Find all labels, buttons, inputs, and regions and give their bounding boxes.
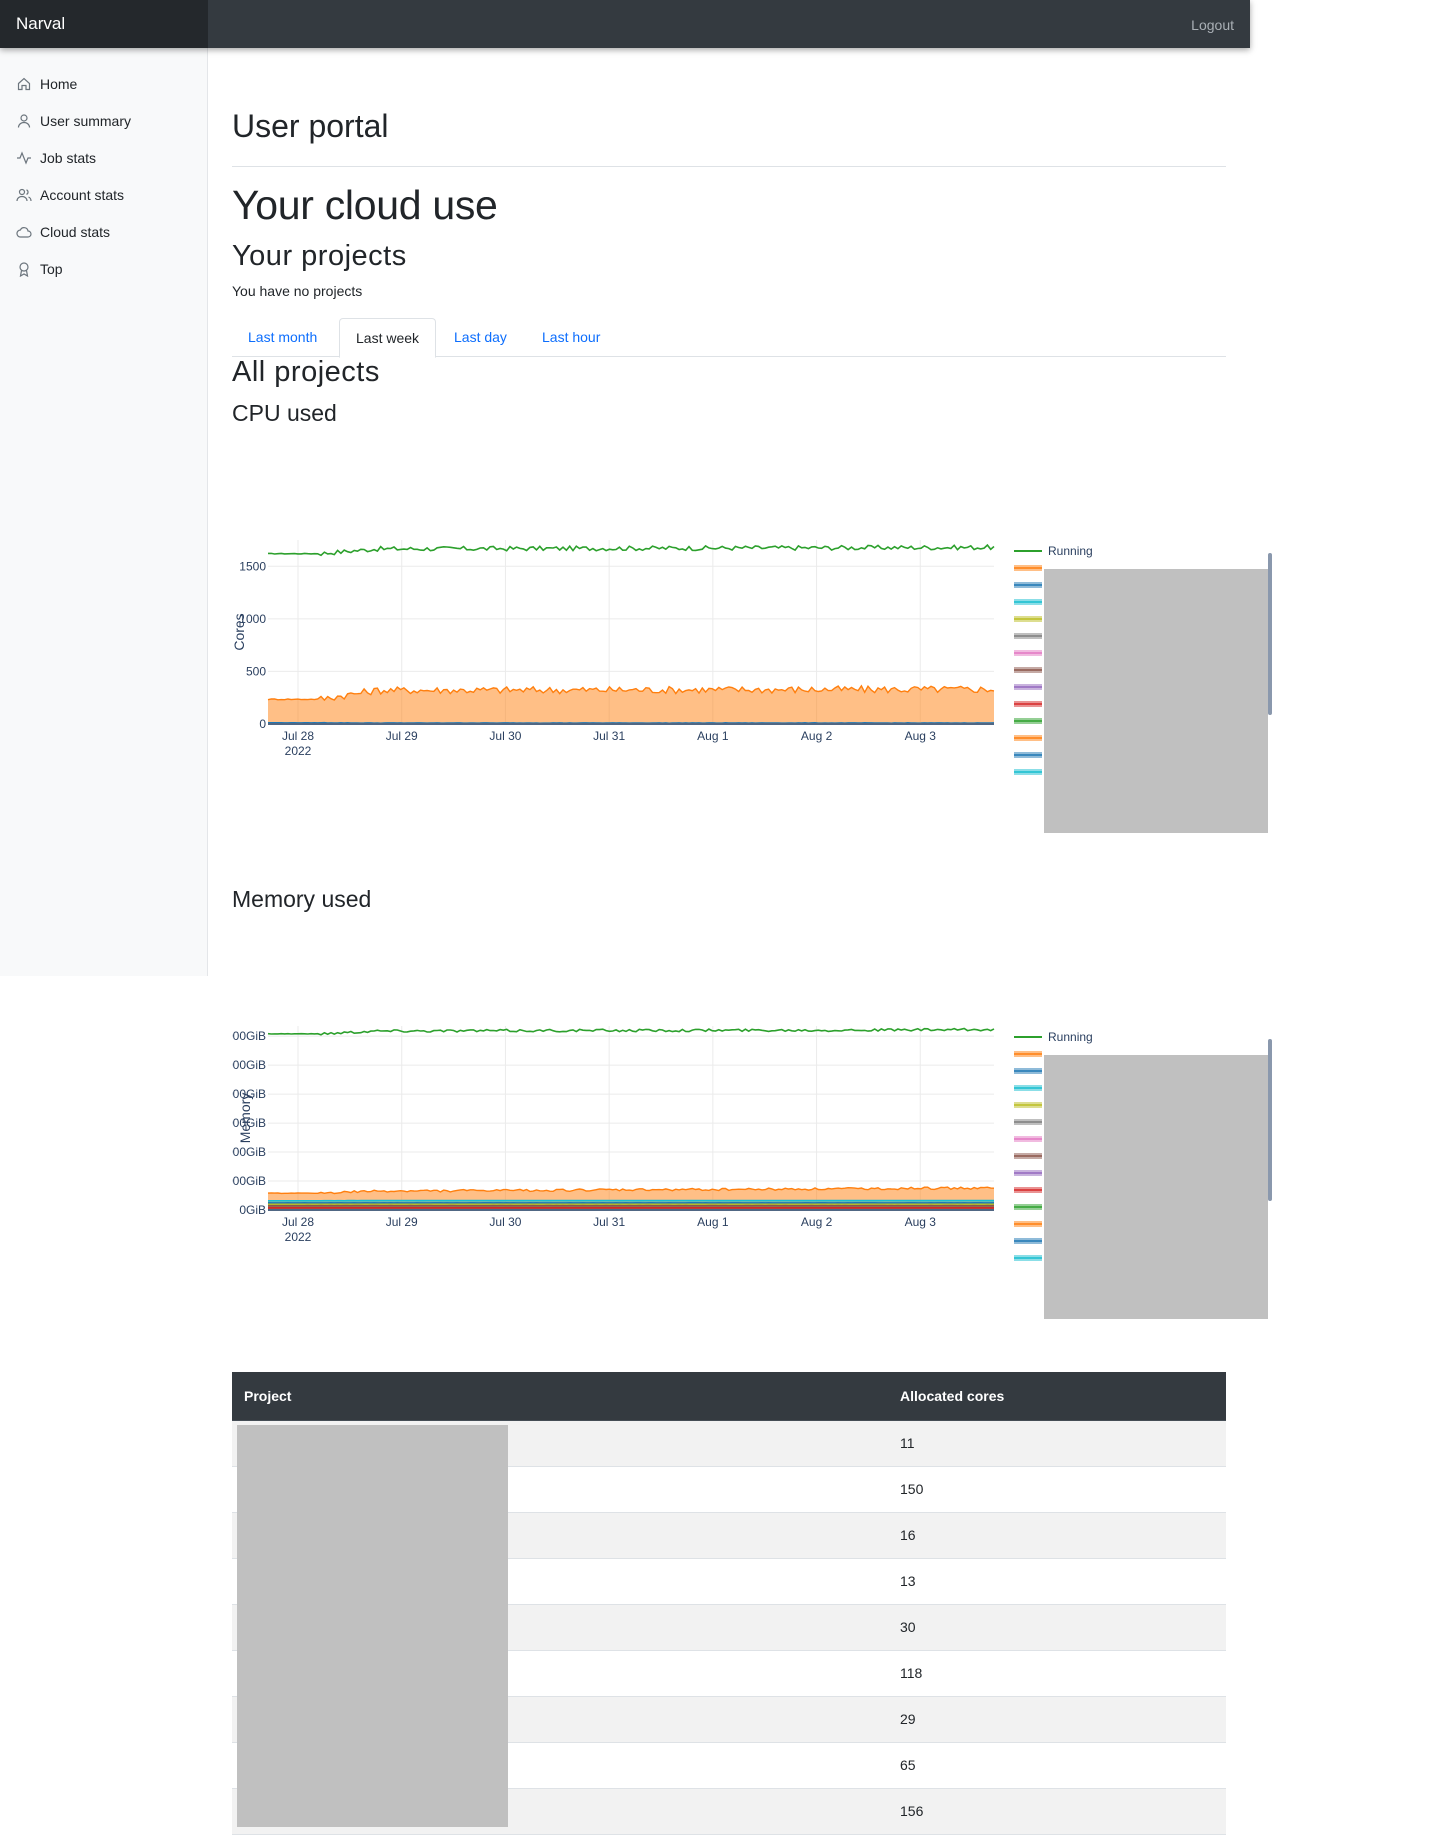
- y-tick-label: 1500: [239, 559, 266, 573]
- time-range-tabs: Last month Last week Last day Last hour: [232, 318, 1226, 357]
- redacted-legend: [1044, 569, 1268, 833]
- sidebar-item-account-stats[interactable]: Account stats: [0, 176, 207, 213]
- memory-chart: 0GiB1000GiB2000GiB3000GiB4000GiB5000GiB6…: [232, 1006, 1444, 1326]
- cloud-icon: [16, 224, 32, 240]
- x-tick-label: Jul 31: [593, 729, 625, 743]
- sidebar-item-label: Home: [40, 76, 77, 92]
- cores-cell: 13: [888, 1558, 1226, 1604]
- x-tick-label: Jul 29: [386, 729, 418, 743]
- x-year-label: 2022: [285, 744, 312, 758]
- sidebar-item-label: User summary: [40, 113, 131, 129]
- x-tick-label: Aug 2: [801, 1215, 833, 1229]
- legend-scrollbar[interactable]: [1268, 1039, 1272, 1201]
- cores-cell: 11: [888, 1420, 1226, 1466]
- sidebar-item-top[interactable]: Top: [0, 250, 207, 287]
- user-icon: [16, 113, 32, 129]
- tab-last-day[interactable]: Last day: [438, 318, 523, 357]
- y-tick-label: 1000GiB: [232, 1174, 266, 1188]
- y-tick-label: 0: [259, 717, 266, 731]
- divider: [232, 166, 1226, 167]
- sidebar-item-label: Job stats: [40, 150, 96, 166]
- brand-logo[interactable]: Narval: [0, 0, 208, 48]
- sidebar-item-label: Top: [40, 261, 63, 277]
- y-axis-title: Memory: [237, 1093, 253, 1144]
- your-projects-heading: Your projects: [232, 240, 407, 273]
- series-area: [268, 686, 994, 724]
- project-cores-table: Project Allocated cores 11 150 16 13 30 …: [232, 1372, 1226, 1835]
- cores-cell: 150: [888, 1466, 1226, 1512]
- y-axis-title: Cores: [232, 613, 247, 650]
- cores-cell: 65: [888, 1742, 1226, 1788]
- cores-cell: 30: [888, 1604, 1226, 1650]
- x-year-label: 2022: [285, 1230, 312, 1244]
- x-tick-label: Jul 31: [593, 1215, 625, 1229]
- logout-link[interactable]: Logout: [1191, 0, 1234, 50]
- award-icon: [16, 261, 32, 277]
- activity-icon: [16, 150, 32, 166]
- series-line: [268, 545, 994, 555]
- cores-cell: 29: [888, 1696, 1226, 1742]
- x-tick-label: Aug 3: [905, 1215, 937, 1229]
- y-tick-label: 0GiB: [239, 1203, 266, 1217]
- cloud-use-heading: Your cloud use: [232, 182, 498, 229]
- sidebar-item-home[interactable]: Home: [0, 65, 207, 102]
- x-tick-label: Jul 29: [386, 1215, 418, 1229]
- x-tick-label: Jul 28: [282, 1215, 314, 1229]
- memory-used-heading: Memory used: [232, 886, 371, 913]
- sidebar-item-label: Cloud stats: [40, 224, 110, 240]
- x-tick-label: Aug 2: [801, 729, 833, 743]
- x-tick-label: Jul 30: [489, 1215, 521, 1229]
- users-icon: [16, 187, 32, 203]
- home-icon: [16, 76, 32, 92]
- redacted-legend: [1044, 1055, 1268, 1319]
- tab-last-hour[interactable]: Last hour: [526, 318, 616, 357]
- tab-last-month[interactable]: Last month: [232, 318, 333, 357]
- tab-last-week[interactable]: Last week: [339, 318, 436, 358]
- cores-cell: 156: [888, 1788, 1226, 1834]
- x-tick-label: Aug 3: [905, 729, 937, 743]
- x-tick-label: Jul 30: [489, 729, 521, 743]
- cores-cell: 16: [888, 1512, 1226, 1558]
- all-projects-heading: All projects: [232, 356, 380, 389]
- y-tick-label: 500: [246, 664, 266, 678]
- redacted-project-names: [237, 1425, 508, 1827]
- legend-label-running: Running: [1048, 544, 1093, 558]
- memory-chart-svg: 0GiB1000GiB2000GiB3000GiB4000GiB5000GiB6…: [232, 1006, 1444, 1326]
- sidebar-item-label: Account stats: [40, 187, 124, 203]
- no-projects-text: You have no projects: [232, 283, 362, 299]
- y-tick-label: 2000GiB: [232, 1145, 266, 1159]
- y-tick-label: 5000GiB: [232, 1058, 266, 1072]
- cores-cell: 118: [888, 1650, 1226, 1696]
- column-header-project[interactable]: Project: [232, 1372, 888, 1420]
- sidebar: Home User summary Job stats Account stat…: [0, 48, 208, 976]
- sidebar-item-user-summary[interactable]: User summary: [0, 102, 207, 139]
- top-navbar: Narval Logout: [0, 0, 1250, 48]
- legend-label-running: Running: [1048, 1030, 1093, 1044]
- y-tick-label: 6000GiB: [232, 1029, 266, 1043]
- page-title: User portal: [232, 108, 389, 145]
- legend-scrollbar[interactable]: [1268, 553, 1272, 715]
- x-tick-label: Aug 1: [697, 1215, 729, 1229]
- column-header-allocated-cores[interactable]: Allocated cores: [888, 1372, 1226, 1420]
- sidebar-item-job-stats[interactable]: Job stats: [0, 139, 207, 176]
- sidebar-item-cloud-stats[interactable]: Cloud stats: [0, 213, 207, 250]
- series-line: [268, 1029, 994, 1035]
- cpu-used-heading: CPU used: [232, 400, 337, 427]
- x-tick-label: Aug 1: [697, 729, 729, 743]
- x-tick-label: Jul 28: [282, 729, 314, 743]
